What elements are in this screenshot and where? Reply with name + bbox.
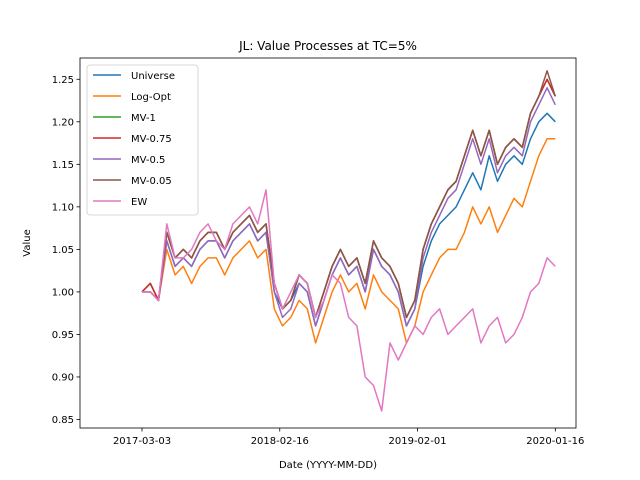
legend-label-universe: Universe	[131, 71, 175, 82]
y-tick-label: 0.85	[52, 415, 74, 426]
y-axis: 0.85 0.90 0.95 1.00 1.05 1.10 1.15 1.20 1.25	[52, 75, 80, 426]
y-tick-label: 1.00	[52, 287, 74, 298]
y-tick-label: 0.90	[52, 372, 74, 383]
legend-box	[86, 64, 199, 216]
x-tick-label: 2017-03-03	[113, 436, 171, 447]
legend-label-mv-0-75: MV-0.75	[131, 134, 172, 145]
series-line-log-opt	[142, 138, 556, 344]
series-layer	[141, 70, 557, 412]
series-line-mv-0-5	[142, 87, 556, 327]
legend-label-log-opt: Log-Opt	[131, 92, 171, 103]
series-line-mv-0-05	[142, 70, 557, 319]
x-axis-label: Date (YYYY-MM-DD)	[279, 460, 377, 471]
y-tick-label: 1.15	[52, 160, 74, 171]
x-tick-label: 2020-01-16	[526, 436, 584, 447]
plot-frame	[79, 57, 577, 429]
x-tick-label: 2018-02-16	[251, 436, 309, 447]
y-tick-label: 1.10	[52, 202, 74, 213]
legend-label-mv-1: MV-1	[131, 113, 156, 124]
y-axis-label: Value	[22, 229, 33, 256]
x-tick-label: 2019-02-01	[389, 436, 447, 447]
legend-label-ew: EW	[131, 197, 147, 208]
y-tick-label: 1.25	[52, 75, 74, 86]
y-tick-label: 0.95	[52, 330, 74, 341]
legend: Universe Log-Opt MV-1 MV-0.75 MV-0.5 MV-0.05 E…	[86, 64, 199, 216]
y-tick-label: 1.20	[52, 117, 74, 128]
x-axis: 2017-03-03 2018-02-16 2019-02-01 2020-01-16	[113, 428, 584, 447]
legend-label-mv-0-5: MV-0.5	[131, 155, 165, 166]
chart-title: JL: Value Processes at TC=5%	[238, 39, 417, 53]
legend-label-mv-0-05: MV-0.05	[131, 176, 172, 187]
y-tick-label: 1.05	[52, 245, 74, 256]
series-line-ew	[142, 189, 556, 412]
